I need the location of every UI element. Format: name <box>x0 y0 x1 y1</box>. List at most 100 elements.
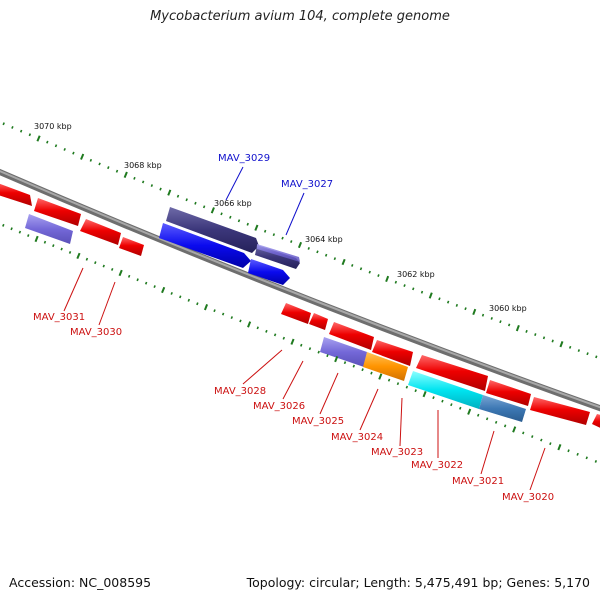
gene-label-mav-3026[interactable]: MAV_3026 <box>253 401 305 412</box>
minor-tick <box>18 230 22 234</box>
minor-tick <box>282 336 286 340</box>
minor-tick <box>63 147 66 151</box>
minor-tick <box>52 244 55 248</box>
minor-tick <box>343 361 347 365</box>
gene-mav-3029[interactable] <box>166 207 259 253</box>
gene-label-mav-3030[interactable]: MAV_3030 <box>70 327 122 338</box>
minor-tick <box>359 267 363 271</box>
major-tick <box>385 275 390 283</box>
minor-tick <box>525 329 528 333</box>
minor-tick <box>185 198 188 202</box>
inner-scale-ticks <box>2 223 598 463</box>
gene-label-mav-3031[interactable]: MAV_3031 <box>33 312 85 323</box>
minor-tick <box>370 371 373 375</box>
minor-tick <box>540 438 543 442</box>
gene-forward-blue-1[interactable] <box>159 223 251 268</box>
minor-tick <box>10 227 13 231</box>
gene-mav-3027[interactable] <box>257 244 300 262</box>
minor-tick <box>170 291 173 295</box>
minor-tick <box>450 403 453 407</box>
major-tick <box>167 189 172 196</box>
gene-mav-3026[interactable] <box>309 313 328 330</box>
minor-tick <box>237 219 241 223</box>
gene-label-mav-3021[interactable]: MAV_3021 <box>452 476 504 487</box>
minor-tick <box>110 267 114 271</box>
gene-reverse-h[interactable] <box>592 414 600 430</box>
gene-reverse-a[interactable] <box>0 182 32 206</box>
major-tick <box>428 292 433 299</box>
major-tick <box>512 426 517 433</box>
gene-mav-3020[interactable] <box>530 397 590 425</box>
minor-tick <box>72 151 75 155</box>
gene-label-mav-3025[interactable]: MAV_3025 <box>292 416 344 427</box>
gene-label-mav-3029[interactable]: MAV_3029 <box>218 153 270 164</box>
minor-tick <box>352 364 356 368</box>
minor-tick <box>265 329 268 333</box>
minor-tick <box>202 205 206 209</box>
gene-mav-3031[interactable] <box>25 214 73 244</box>
gene-mav-3021[interactable] <box>479 395 526 422</box>
major-tick <box>161 286 166 294</box>
gene-reverse-g[interactable] <box>486 380 531 406</box>
minor-tick <box>141 180 145 184</box>
minor-tick <box>441 399 444 403</box>
gene-reverse-e[interactable] <box>372 340 413 366</box>
minor-tick <box>394 280 398 284</box>
minor-tick <box>68 251 72 254</box>
scale-label: 3060 kbp <box>489 304 527 313</box>
minor-tick <box>432 396 435 400</box>
gene-mav-3030[interactable] <box>80 219 121 245</box>
minor-tick <box>464 307 467 311</box>
minor-tick <box>136 278 139 282</box>
minor-tick <box>256 326 259 330</box>
minor-tick <box>420 290 424 294</box>
minor-tick <box>98 162 101 166</box>
gene-label-mav-3020[interactable]: MAV_3020 <box>502 492 554 503</box>
minor-tick <box>179 295 182 299</box>
minor-tick <box>403 284 406 287</box>
gene-forward-blue-2[interactable] <box>248 259 290 285</box>
gene-label-mav-3023[interactable]: MAV_3023 <box>371 447 423 458</box>
gene-mav-3025[interactable] <box>320 337 367 367</box>
minor-tick <box>586 352 589 356</box>
minor-tick <box>412 287 415 291</box>
minor-tick <box>28 133 32 137</box>
minor-tick <box>549 442 552 446</box>
scale-labels: 3070 kbp 3068 kbp 3066 kbp 3064 kbp 3062… <box>34 122 527 313</box>
minor-tick <box>281 236 284 240</box>
minor-tick <box>89 158 93 162</box>
minor-tick <box>595 355 598 359</box>
gene-mav-3022[interactable] <box>408 371 483 409</box>
gene-label-mav-3024[interactable]: MAV_3024 <box>331 432 383 443</box>
outer-scale-ticks <box>2 122 598 359</box>
accession-text: Accession: NC_008595 <box>9 575 152 590</box>
gene-reverse-b[interactable] <box>34 198 81 226</box>
gene-label-mav-3022[interactable]: MAV_3022 <box>411 460 463 471</box>
minor-tick <box>490 317 493 320</box>
scale-label: 3066 kbp <box>214 199 252 208</box>
minor-tick <box>485 417 489 421</box>
minor-tick <box>414 389 417 393</box>
gene-reverse-d[interactable] <box>329 322 374 350</box>
minor-tick <box>246 222 249 226</box>
major-tick <box>297 241 303 249</box>
gene-mav-3028[interactable] <box>281 303 311 324</box>
minor-tick <box>324 253 328 257</box>
genome-stats-text: Topology: circular; Length: 5,475,491 bp… <box>246 575 590 590</box>
gene-reverse-c[interactable] <box>119 237 144 256</box>
minor-tick <box>438 297 441 301</box>
scale-label: 3062 kbp <box>397 270 435 279</box>
minor-tick <box>220 212 223 216</box>
minor-tick <box>2 122 5 126</box>
gene-reverse-f[interactable] <box>416 355 488 391</box>
minor-tick <box>316 250 319 254</box>
minor-tick <box>196 302 199 306</box>
minor-tick <box>481 313 485 317</box>
gene-label-mav-3028[interactable]: MAV_3028 <box>214 386 266 397</box>
minor-tick <box>522 431 525 435</box>
minor-tick <box>19 129 23 133</box>
gene-label-mav-3027[interactable]: MAV_3027 <box>281 179 333 190</box>
minor-tick <box>455 303 459 307</box>
genome-backbone <box>0 168 600 412</box>
gene-mav-3024[interactable] <box>363 352 408 381</box>
